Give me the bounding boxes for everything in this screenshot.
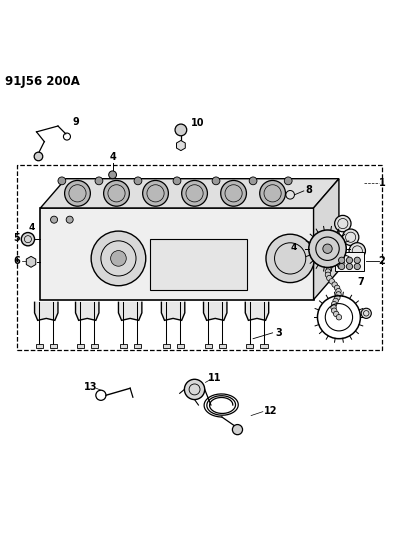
Circle shape — [221, 181, 246, 206]
Circle shape — [323, 244, 332, 253]
FancyBboxPatch shape — [36, 344, 43, 349]
Polygon shape — [204, 302, 227, 320]
Circle shape — [325, 246, 330, 252]
Circle shape — [330, 259, 335, 264]
FancyBboxPatch shape — [40, 208, 314, 300]
Circle shape — [330, 256, 336, 261]
Polygon shape — [75, 302, 99, 320]
Text: 13: 13 — [84, 383, 98, 392]
Text: 7: 7 — [357, 277, 364, 287]
Polygon shape — [245, 302, 269, 320]
Circle shape — [329, 279, 334, 284]
Circle shape — [336, 292, 341, 297]
Circle shape — [325, 269, 331, 274]
Circle shape — [173, 177, 181, 185]
Circle shape — [309, 230, 346, 268]
FancyBboxPatch shape — [219, 344, 226, 349]
Circle shape — [327, 276, 332, 281]
Text: 11: 11 — [208, 373, 222, 383]
Circle shape — [212, 177, 220, 185]
Circle shape — [249, 177, 257, 185]
Circle shape — [21, 232, 35, 246]
Circle shape — [336, 288, 341, 294]
Text: 6: 6 — [14, 256, 20, 266]
FancyBboxPatch shape — [119, 344, 127, 349]
Text: 12: 12 — [264, 406, 277, 416]
Circle shape — [260, 181, 285, 206]
Circle shape — [51, 216, 58, 223]
Circle shape — [326, 265, 332, 271]
Polygon shape — [176, 141, 185, 151]
Circle shape — [334, 285, 340, 290]
Circle shape — [346, 257, 353, 263]
Circle shape — [342, 229, 359, 245]
Polygon shape — [162, 302, 185, 320]
Text: 91J56 200A: 91J56 200A — [5, 75, 80, 87]
Text: 4: 4 — [291, 243, 297, 252]
Circle shape — [104, 181, 129, 206]
Polygon shape — [26, 256, 36, 267]
FancyBboxPatch shape — [77, 344, 84, 349]
Circle shape — [346, 263, 353, 270]
FancyBboxPatch shape — [163, 344, 169, 349]
Circle shape — [266, 234, 314, 282]
Circle shape — [361, 308, 371, 318]
FancyBboxPatch shape — [50, 344, 57, 349]
Text: 2: 2 — [378, 256, 385, 266]
Circle shape — [334, 295, 340, 301]
Text: 5: 5 — [14, 233, 20, 244]
Circle shape — [143, 181, 169, 206]
Circle shape — [325, 272, 331, 278]
Circle shape — [338, 263, 345, 270]
Polygon shape — [314, 179, 339, 300]
Text: 1: 1 — [378, 178, 385, 188]
Text: 4: 4 — [109, 152, 116, 162]
FancyBboxPatch shape — [261, 344, 268, 349]
Circle shape — [111, 251, 126, 266]
FancyBboxPatch shape — [134, 344, 141, 349]
Circle shape — [333, 298, 338, 304]
Circle shape — [332, 282, 337, 287]
FancyBboxPatch shape — [176, 344, 184, 349]
Circle shape — [327, 249, 333, 255]
Circle shape — [232, 425, 242, 435]
Circle shape — [182, 181, 208, 206]
Circle shape — [91, 231, 146, 286]
Circle shape — [34, 152, 43, 161]
FancyBboxPatch shape — [91, 344, 98, 349]
Polygon shape — [35, 302, 58, 320]
Text: 8: 8 — [305, 185, 312, 195]
Circle shape — [109, 171, 116, 179]
Circle shape — [175, 124, 187, 136]
Circle shape — [328, 262, 334, 268]
Circle shape — [58, 177, 66, 185]
Circle shape — [349, 243, 365, 259]
Text: 9: 9 — [72, 117, 79, 127]
Text: 10: 10 — [191, 118, 204, 128]
Circle shape — [354, 257, 360, 263]
Circle shape — [64, 181, 90, 206]
Circle shape — [66, 216, 73, 223]
Circle shape — [331, 305, 336, 310]
Circle shape — [338, 257, 345, 263]
Circle shape — [134, 177, 142, 185]
Circle shape — [331, 308, 337, 313]
FancyBboxPatch shape — [246, 344, 253, 349]
Circle shape — [354, 263, 360, 270]
Text: 4: 4 — [29, 223, 35, 232]
Polygon shape — [40, 179, 339, 208]
Text: 3: 3 — [275, 328, 282, 338]
Circle shape — [331, 302, 337, 307]
Circle shape — [184, 379, 205, 400]
FancyBboxPatch shape — [150, 239, 247, 290]
Circle shape — [334, 215, 351, 232]
Circle shape — [329, 253, 335, 258]
FancyBboxPatch shape — [205, 344, 212, 349]
Circle shape — [95, 177, 103, 185]
Polygon shape — [118, 302, 142, 320]
FancyBboxPatch shape — [335, 252, 364, 271]
Circle shape — [336, 314, 342, 320]
Circle shape — [284, 177, 292, 185]
Circle shape — [333, 311, 339, 317]
